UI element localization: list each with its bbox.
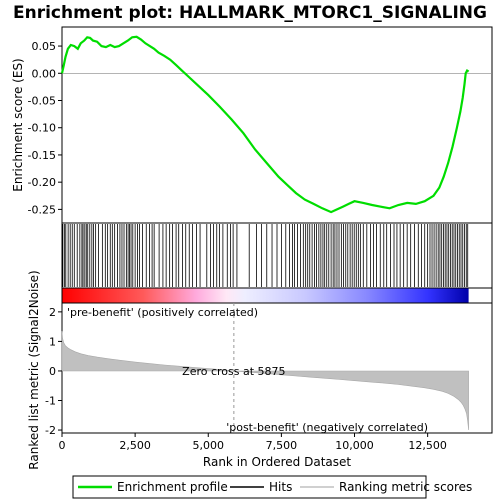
es-y-tick-label: -0.15 [28, 149, 56, 162]
legend-enrichment-label: Enrichment profile [117, 480, 228, 494]
ranked-y-ticks: 2 1 0 -1 -2 [45, 306, 62, 437]
es-y-tick-label: 0.05 [32, 40, 57, 53]
es-y-tick-label: -0.10 [28, 122, 56, 135]
es-y-tick-label: 0.00 [32, 67, 57, 80]
legend-hits-label: Hits [269, 480, 292, 494]
es-panel: 0.05 0.00 -0.05 -0.10 -0.15 -0.20 -0.25 Enrich… [11, 27, 492, 223]
es-y-axis-title: Enrichment score (ES) [11, 58, 25, 191]
ranked-y-tick-label: -2 [45, 424, 56, 437]
ranked-y-tick-label: 0 [49, 365, 56, 378]
ranked-y-axis-title: Ranked list metric (Signal2Noise) [27, 270, 41, 469]
legend: Enrichment profile Hits Ranking metric s… [73, 476, 472, 498]
x-axis-title: Rank in Ordered Dataset [203, 455, 351, 469]
post-benefit-label: 'post-benefit' (negatively correlated) [226, 421, 428, 434]
es-panel-frame [62, 27, 492, 223]
legend-ranking-label: Ranking metric scores [339, 480, 472, 494]
x-tick-label: 2,500 [119, 439, 151, 452]
chart-title: Enrichment plot: HALLMARK_MTORC1_SIGNALI… [13, 3, 487, 23]
rank-gradient [62, 288, 469, 303]
x-tick-label: 5,000 [193, 439, 225, 452]
hits-panel [62, 223, 492, 288]
x-tick-label: 7,500 [266, 439, 298, 452]
es-y-ticks: 0.05 0.00 -0.05 -0.10 -0.15 -0.20 -0.25 [28, 40, 62, 216]
ranked-y-tick-label: -1 [45, 395, 56, 408]
ranked-y-tick-label: 1 [49, 335, 56, 348]
ranked-y-tick-label: 2 [49, 306, 56, 319]
zero-cross-label: Zero cross at 5875 [182, 365, 285, 378]
rank-color-bar [62, 288, 492, 303]
es-y-tick-label: -0.05 [28, 95, 56, 108]
pre-benefit-label: 'pre-benefit' (positively correlated) [67, 306, 258, 319]
x-tick-label: 12,500 [408, 439, 447, 452]
x-tick-label: 0 [59, 439, 66, 452]
es-y-tick-label: -0.20 [28, 176, 56, 189]
es-y-tick-label: -0.25 [28, 203, 56, 216]
x-axis-ticks: 0 2,500 5,000 7,500 10,000 12,500 [59, 433, 447, 452]
x-tick-label: 10,000 [335, 439, 374, 452]
